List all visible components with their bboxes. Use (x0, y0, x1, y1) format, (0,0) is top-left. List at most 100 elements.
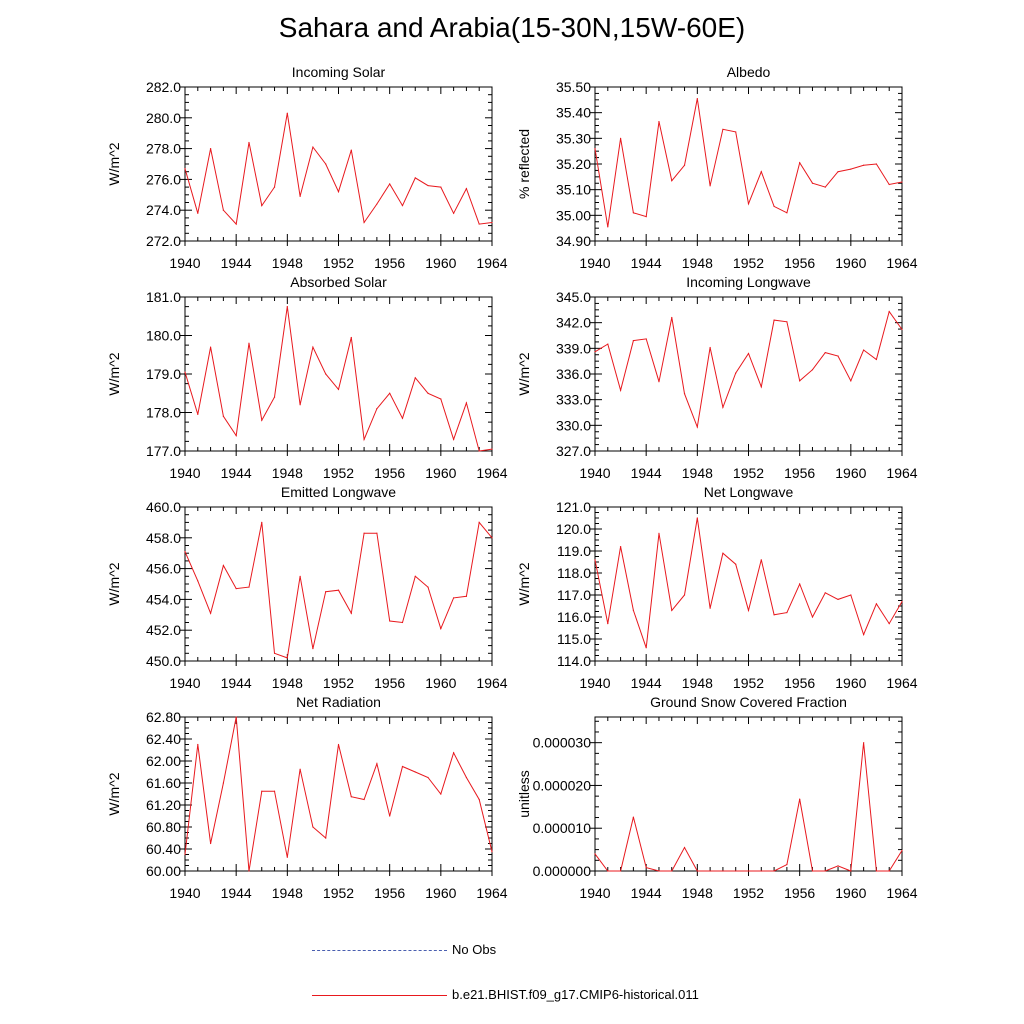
data-point (799, 798, 801, 800)
y-tick-label: 60.00 (146, 863, 181, 879)
data-point (645, 338, 647, 340)
y-tick-label: 330.0 (556, 417, 591, 433)
data-point (197, 743, 199, 746)
data-point (658, 121, 660, 123)
data-point (312, 648, 314, 650)
x-tick-label: 1956 (374, 675, 405, 691)
data-point (248, 141, 250, 144)
x-tick-label: 1952 (323, 465, 354, 481)
data-point (427, 184, 429, 187)
data-point (875, 163, 878, 165)
x-tick-label: 1948 (682, 885, 713, 901)
series-line (184, 113, 493, 226)
series-line (594, 310, 903, 429)
data-point (273, 186, 276, 188)
plot-frame (594, 296, 903, 452)
data-point (594, 351, 596, 353)
data-point (414, 377, 416, 379)
data-point (671, 316, 673, 319)
data-point (594, 853, 596, 855)
data-point (875, 870, 878, 872)
data-point (786, 863, 788, 866)
data-point (735, 870, 737, 872)
x-tick-label: 1952 (323, 675, 354, 691)
y-tick-label: 276.0 (146, 171, 181, 187)
data-point (222, 564, 224, 567)
data-point (427, 392, 429, 394)
y-tick-label: 120.0 (556, 521, 591, 537)
y-tick-label: 456.0 (146, 561, 181, 577)
y-axis-label: W/m^2 (106, 142, 122, 185)
data-point (209, 346, 212, 348)
data-point (619, 870, 622, 872)
legend-label-obs: No Obs (452, 942, 497, 957)
y-tick-label: 121.0 (556, 499, 591, 515)
data-point (261, 419, 263, 421)
data-point (350, 149, 352, 151)
data-point (478, 798, 480, 801)
data-point (773, 614, 775, 616)
data-point (440, 793, 442, 795)
data-point (747, 609, 750, 612)
data-point (594, 559, 596, 561)
data-point (286, 112, 288, 114)
data-point (594, 148, 596, 150)
data-point (683, 164, 686, 166)
data-point (837, 865, 839, 867)
series-line (594, 742, 903, 872)
x-tick-label: 1956 (784, 675, 815, 691)
x-tick-label: 1960 (425, 675, 456, 691)
main-title: Sahara and Arabia(15-30N,15W-60E) (278, 12, 746, 43)
data-point (363, 532, 365, 534)
data-point (273, 790, 276, 792)
data-point (491, 851, 493, 853)
y-tick-label: 60.40 (146, 841, 181, 857)
data-point (299, 404, 301, 406)
data-point (491, 537, 493, 539)
legend-swatch-model (312, 995, 447, 996)
y-tick-label: 180.0 (146, 328, 181, 344)
x-tick-label: 1956 (374, 885, 405, 901)
data-point (863, 634, 865, 636)
data-point (773, 205, 775, 207)
data-point (414, 575, 416, 577)
data-point (683, 846, 686, 849)
data-point (722, 870, 724, 872)
data-point (235, 716, 237, 718)
x-tick-label: 1948 (272, 255, 303, 271)
data-point (786, 212, 788, 214)
data-point (811, 870, 814, 872)
data-point (875, 603, 878, 605)
y-tick-label: 458.0 (146, 530, 181, 546)
data-point (286, 657, 288, 659)
data-point (440, 628, 442, 630)
data-point (709, 185, 711, 187)
x-tick-label: 1940 (579, 885, 610, 901)
data-point (440, 398, 442, 400)
data-point (709, 870, 711, 872)
data-point (363, 798, 365, 801)
y-tick-label: 61.60 (146, 775, 181, 791)
data-point (696, 97, 698, 100)
x-tick-label: 1956 (784, 885, 815, 901)
data-point (184, 853, 186, 856)
x-tick-label: 1944 (221, 885, 252, 901)
data-point (671, 180, 673, 182)
data-point (760, 171, 762, 173)
data-point (453, 597, 455, 599)
data-point (184, 168, 186, 170)
x-tick-label: 1940 (169, 675, 200, 691)
data-point (209, 842, 212, 845)
x-tick-label: 1952 (733, 885, 764, 901)
data-point (824, 352, 826, 354)
data-point (478, 223, 480, 225)
data-point (888, 870, 890, 872)
data-point (799, 162, 801, 164)
x-tick-label: 1944 (631, 255, 662, 271)
y-tick-label: 61.20 (146, 797, 181, 813)
data-point (312, 346, 314, 348)
data-point (850, 168, 852, 170)
y-axis-label: % reflected (516, 129, 532, 199)
data-point (722, 552, 724, 554)
data-point (837, 171, 839, 173)
